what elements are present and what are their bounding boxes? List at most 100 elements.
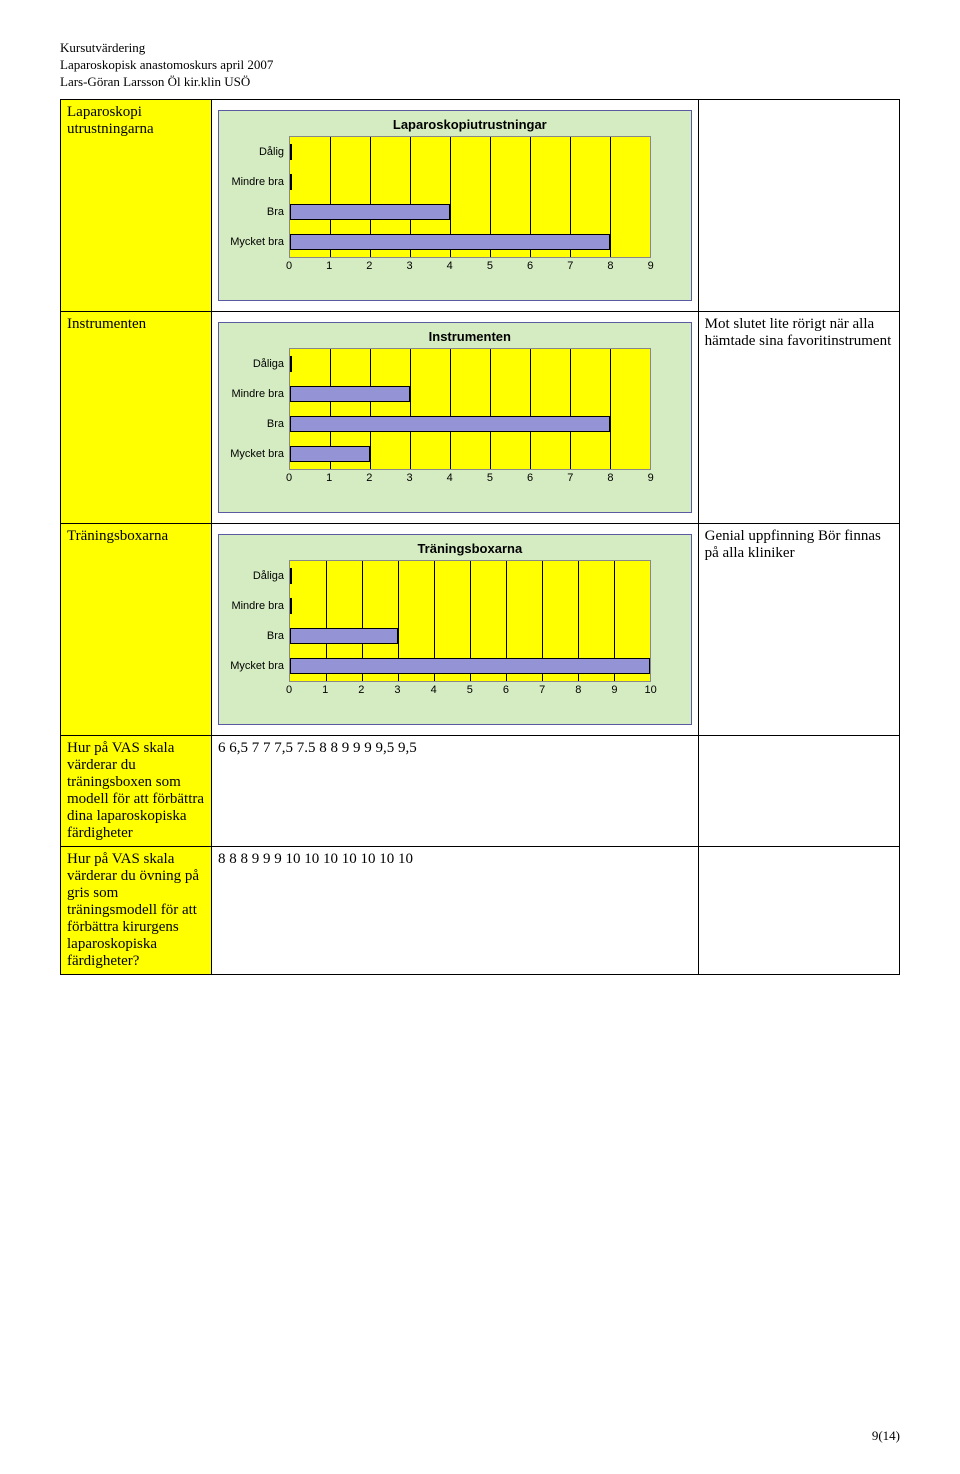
chart-cell: TräningsboxarnaDåligaMindre braBraMycket… [212, 523, 699, 735]
category-label: Bra [267, 206, 290, 218]
x-tick: 3 [394, 684, 400, 696]
row-label: Hur på VAS skala värderar du träningsbox… [61, 735, 212, 846]
header-line-3: Lars-Göran Larsson Öl kir.klin USÖ [60, 74, 900, 91]
bar [290, 386, 410, 402]
header-line-1: Kursutvärdering [60, 40, 900, 57]
x-tick: 8 [607, 260, 613, 272]
category-label: Dåliga [253, 358, 290, 370]
value-cell: 6 6,5 7 7 7,5 7.5 8 8 9 9 9 9,5 9,5 [212, 735, 699, 846]
x-axis: 0 1 2 3 4 5 6 7 8 9 [289, 470, 651, 490]
table-row: Träningsboxarna TräningsboxarnaDåligaMin… [61, 523, 900, 735]
x-tick: 5 [487, 260, 493, 272]
x-tick: 8 [607, 472, 613, 484]
chart-title: Träningsboxarna [289, 541, 651, 556]
evaluation-table: Laparoskopi utrustningarna Laparoskopiut… [60, 99, 900, 975]
x-tick: 7 [567, 472, 573, 484]
bar [290, 144, 292, 160]
grid-line [450, 349, 451, 469]
comment-cell [698, 846, 899, 974]
grid-line [410, 349, 411, 469]
bar [290, 416, 610, 432]
x-tick: 3 [406, 260, 412, 272]
bar [290, 204, 450, 220]
chart-cell: InstrumentenDåligaMindre braBraMycket br… [212, 311, 699, 523]
category-label: Bra [267, 630, 290, 642]
bar [290, 658, 650, 674]
category-label: Dåliga [253, 570, 290, 582]
row-label: Laparoskopi utrustningarna [61, 99, 212, 311]
grid-line [610, 137, 611, 257]
table-row: Hur på VAS skala värderar du övning på g… [61, 846, 900, 974]
x-tick: 7 [567, 260, 573, 272]
comment-cell: Mot slutet lite rörigt när alla hämtade … [698, 311, 899, 523]
grid-line [490, 349, 491, 469]
x-tick: 4 [447, 472, 453, 484]
x-tick: 7 [539, 684, 545, 696]
category-label: Mycket bra [230, 236, 290, 248]
x-tick: 8 [575, 684, 581, 696]
x-tick: 5 [467, 684, 473, 696]
x-tick: 0 [286, 260, 292, 272]
x-tick: 2 [358, 684, 364, 696]
grid-line [610, 349, 611, 469]
x-tick: 2 [366, 472, 372, 484]
category-label: Mycket bra [230, 660, 290, 672]
page-number: 9(14) [872, 1428, 900, 1444]
x-tick: 0 [286, 472, 292, 484]
chart-plot: DåligMindre braBraMycket bra [289, 136, 651, 258]
x-tick: 1 [326, 472, 332, 484]
x-tick: 4 [447, 260, 453, 272]
bar [290, 356, 292, 372]
x-tick: 1 [322, 684, 328, 696]
equipment-chart: LaparoskopiutrustningarDåligMindre braBr… [218, 110, 692, 301]
bar [290, 234, 610, 250]
bar [290, 568, 292, 584]
x-tick: 2 [366, 260, 372, 272]
comment-cell [698, 99, 899, 311]
grid-line [530, 349, 531, 469]
page-header: Kursutvärdering Laparoskopisk anastomosk… [60, 40, 900, 91]
x-tick: 10 [645, 684, 657, 696]
category-label: Mycket bra [230, 448, 290, 460]
table-row: Hur på VAS skala värderar du träningsbox… [61, 735, 900, 846]
category-label: Mindre bra [231, 600, 290, 612]
category-label: Mindre bra [231, 388, 290, 400]
bar [290, 174, 292, 190]
x-tick: 5 [487, 472, 493, 484]
grid-line [570, 349, 571, 469]
chart-plot: DåligaMindre braBraMycket bra [289, 348, 651, 470]
category-label: Bra [267, 418, 290, 430]
x-tick: 9 [648, 472, 654, 484]
x-tick: 6 [527, 260, 533, 272]
x-tick: 6 [527, 472, 533, 484]
trainingboxes-chart: TräningsboxarnaDåligaMindre braBraMycket… [218, 534, 692, 725]
chart-plot: DåligaMindre braBraMycket bra [289, 560, 651, 682]
x-tick: 1 [326, 260, 332, 272]
bar [290, 598, 292, 614]
row-label: Instrumenten [61, 311, 212, 523]
value-cell: 8 8 8 9 9 9 10 10 10 10 10 10 10 [212, 846, 699, 974]
x-tick: 9 [648, 260, 654, 272]
category-label: Mindre bra [231, 176, 290, 188]
bar [290, 446, 370, 462]
instruments-chart: InstrumentenDåligaMindre braBraMycket br… [218, 322, 692, 513]
comment-cell: Genial uppfinning Bör finnas på alla kli… [698, 523, 899, 735]
category-label: Dålig [259, 146, 290, 158]
row-label: Träningsboxarna [61, 523, 212, 735]
chart-cell: LaparoskopiutrustningarDåligMindre braBr… [212, 99, 699, 311]
header-line-2: Laparoskopisk anastomoskurs april 2007 [60, 57, 900, 74]
chart-title: Instrumenten [289, 329, 651, 344]
comment-cell [698, 735, 899, 846]
x-axis: 0 1 2 3 4 5 6 7 8 9 [289, 258, 651, 278]
chart-title: Laparoskopiutrustningar [289, 117, 651, 132]
x-tick: 3 [406, 472, 412, 484]
bar [290, 628, 398, 644]
x-tick: 0 [286, 684, 292, 696]
x-tick: 6 [503, 684, 509, 696]
x-tick: 9 [611, 684, 617, 696]
table-row: Laparoskopi utrustningarna Laparoskopiut… [61, 99, 900, 311]
row-label: Hur på VAS skala värderar du övning på g… [61, 846, 212, 974]
x-axis: 012345678910 [289, 682, 651, 702]
table-row: Instrumenten InstrumentenDåligaMindre br… [61, 311, 900, 523]
x-tick: 4 [431, 684, 437, 696]
